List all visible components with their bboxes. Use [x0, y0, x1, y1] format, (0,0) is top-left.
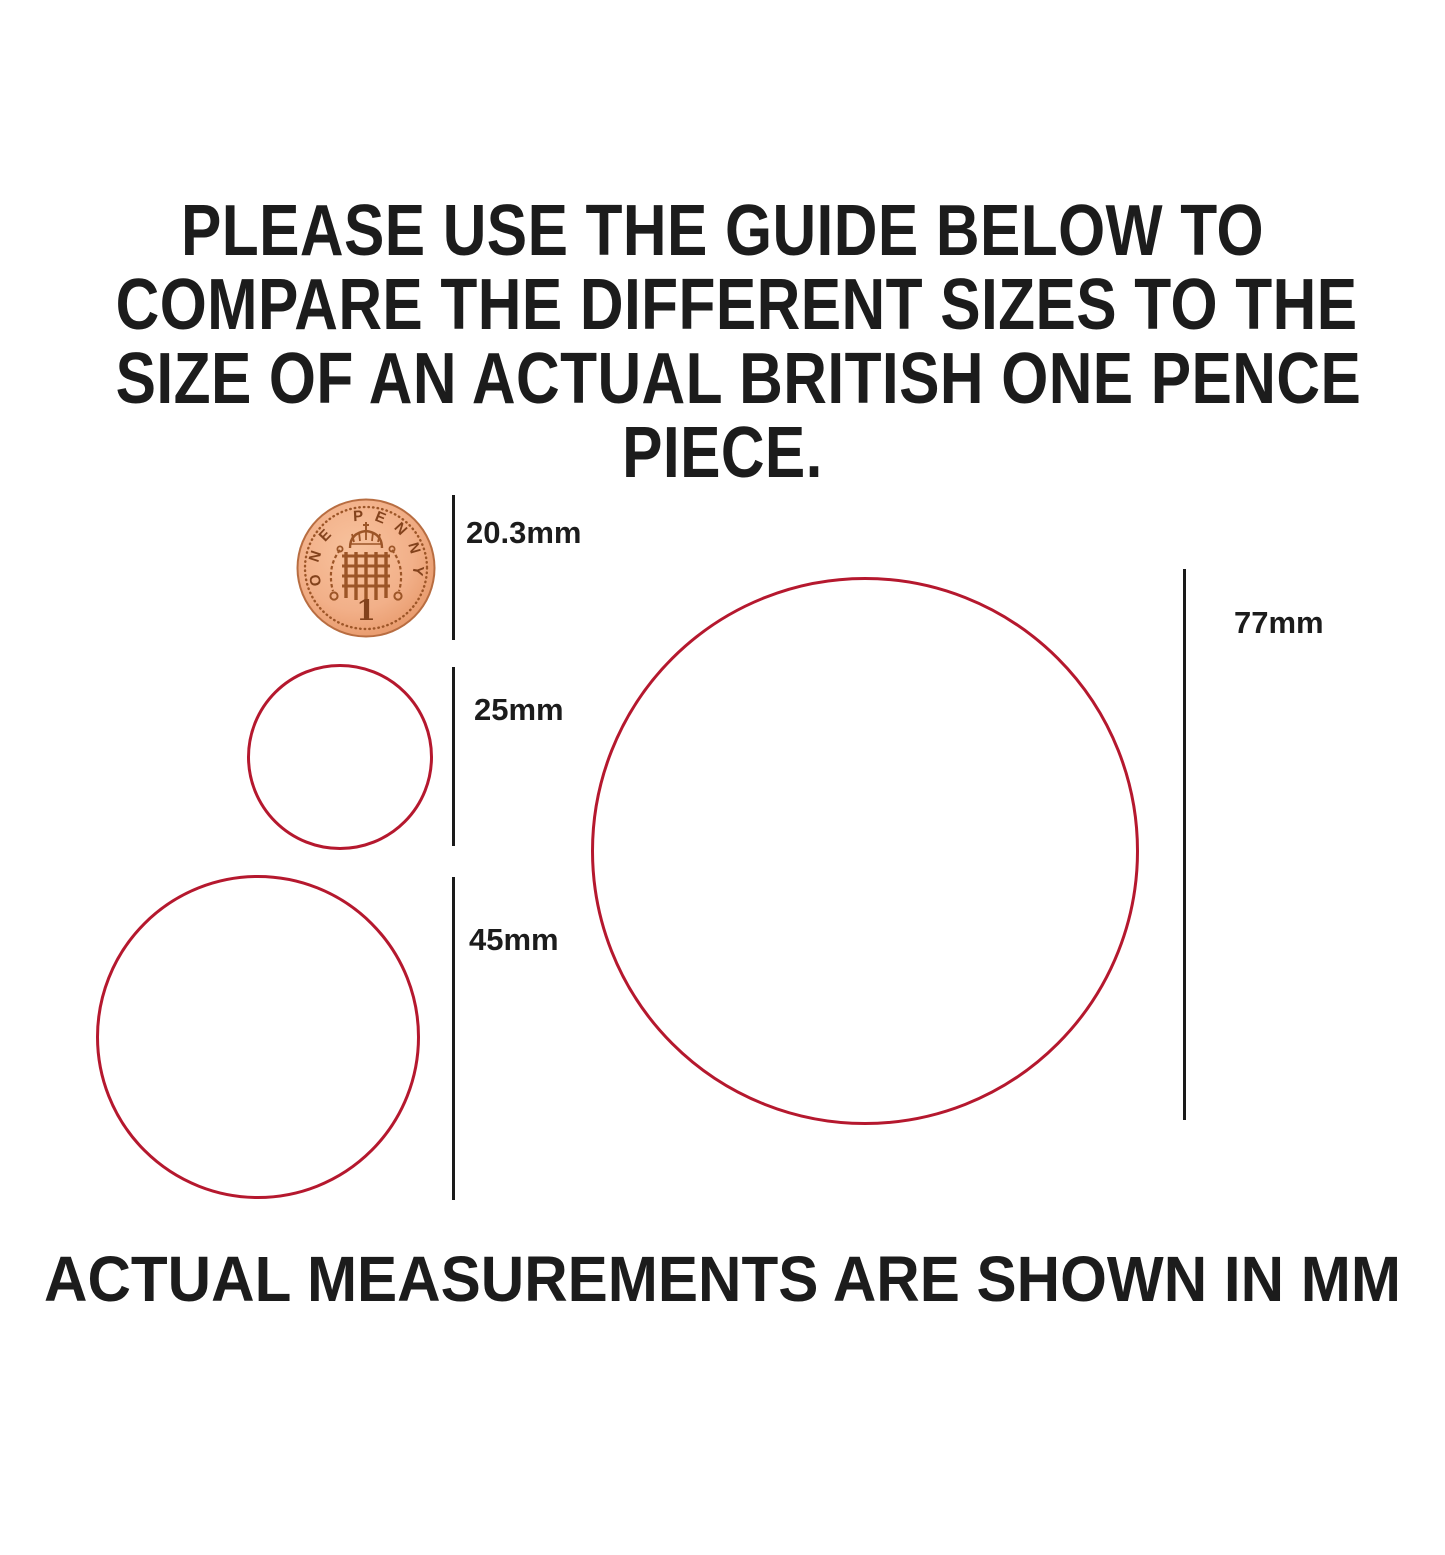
footer-note: ACTUAL MEASUREMENTS ARE SHOWN IN MM [44, 1243, 1401, 1315]
measure-line-25mm [452, 667, 455, 846]
size-circle-25mm [247, 664, 433, 850]
size-circle-45mm [96, 875, 420, 1199]
heading-line-3: SIZE OF AN ACTUAL BRITISH ONE PENCE [115, 339, 1362, 419]
portcullis-icon [329, 522, 403, 601]
size-label-45mm: 45mm [469, 922, 559, 957]
measure-line-20-3mm [452, 495, 455, 640]
heading-line-2: COMPARE THE DIFFERENT SIZES TO THE [115, 265, 1358, 345]
heading-line-4: PIECE. [622, 413, 823, 493]
heading-line-1: PLEASE USE THE GUIDE BELOW TO [180, 191, 1265, 271]
one-penny-coin: ONE PENNY 1 [296, 498, 436, 638]
coin-dotted-ring [303, 505, 429, 631]
measure-line-77mm [1183, 569, 1186, 1120]
measure-line-45mm [452, 877, 455, 1200]
size-label-20-3mm: 20.3mm [466, 515, 582, 550]
size-label-77mm: 77mm [1234, 605, 1324, 640]
size-circle-77mm [591, 577, 1139, 1125]
coin-denomination: 1 [356, 594, 375, 627]
size-label-25mm: 25mm [474, 692, 564, 727]
page-title: PLEASE USE THE GUIDE BELOW TO COMPARE TH… [115, 191, 1362, 493]
